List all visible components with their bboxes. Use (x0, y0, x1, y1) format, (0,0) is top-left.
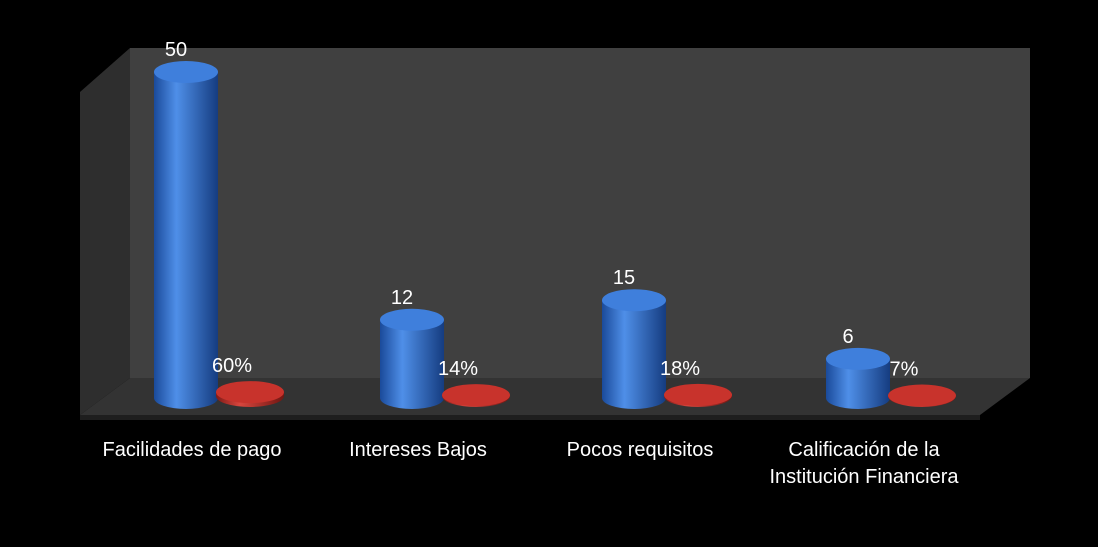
category-label: Facilidades de pago (102, 439, 282, 461)
value-label: 7% (890, 359, 919, 381)
back-wall (130, 48, 1030, 378)
cylinder-top (602, 289, 666, 312)
left-wall (80, 48, 130, 415)
cylinder (380, 319, 444, 409)
value-label: 14% (438, 358, 478, 380)
cylinder (826, 358, 890, 409)
cylinder-top (154, 61, 218, 83)
category-label: Pocos requisitos (566, 439, 714, 461)
value-label: 18% (660, 358, 700, 380)
cylinder (154, 72, 218, 409)
cylinder-top (826, 347, 890, 370)
cylinder-top (442, 384, 510, 407)
value-label: 15 (613, 267, 635, 289)
floor (80, 378, 1030, 415)
value-label: 12 (391, 287, 413, 309)
category-label: Intereses Bajos (349, 439, 487, 461)
category-label: Calificación de la Institución Financier… (769, 439, 959, 488)
cylinder-top (888, 384, 956, 407)
cylinder-top (664, 383, 732, 406)
cylinder-top (380, 308, 444, 331)
cylinder (602, 300, 666, 409)
floor-edge (80, 415, 980, 420)
value-label: 6 (842, 326, 853, 348)
value-label: 60% (212, 355, 252, 377)
cylinder-top (216, 381, 284, 404)
value-label: 50 (165, 39, 187, 61)
